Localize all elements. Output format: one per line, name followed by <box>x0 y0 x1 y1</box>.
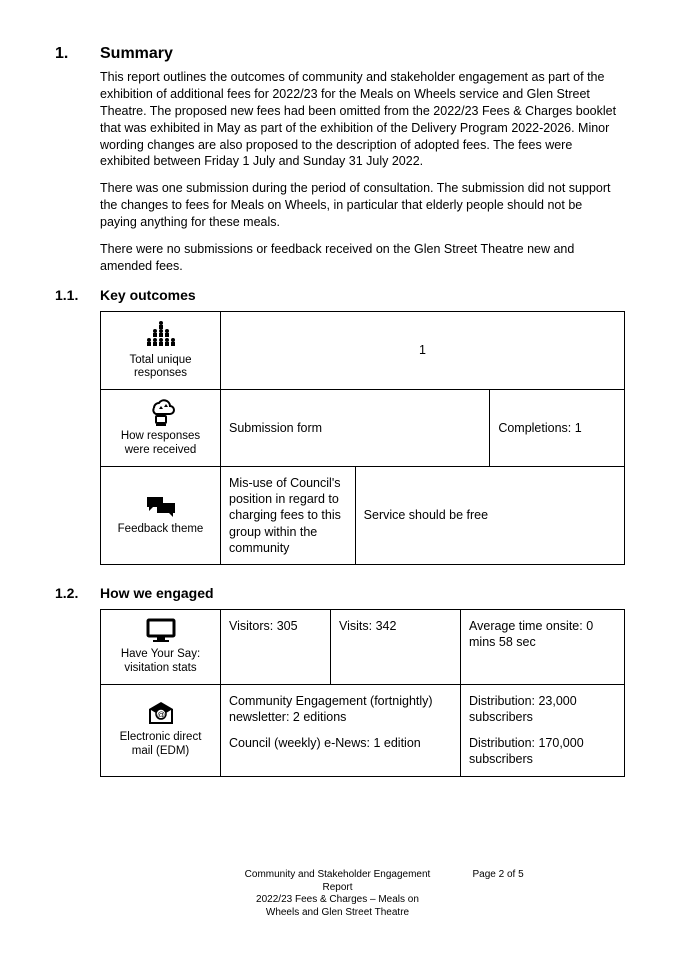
label-how-received: How responses were received <box>109 430 212 458</box>
how-we-engaged-table: Have Your Say: visitation stats Visitors… <box>100 609 625 777</box>
heading-1-2: 1.2. How we engaged <box>55 585 620 601</box>
cell-edm-dist-2: Distribution: 170,000 subscribers <box>469 735 616 768</box>
heading-1-num: 1. <box>55 45 100 63</box>
cloud-download-icon <box>144 398 178 426</box>
cell-theme-1: Mis-use of Council's position in regard … <box>221 466 356 564</box>
footer-line-1: Community and Stakeholder Engagement Rep… <box>245 869 431 893</box>
summary-para-3: There were no submissions or feedback re… <box>100 241 620 275</box>
heading-1-2-num: 1.2. <box>55 585 100 601</box>
label-cell-feedback-theme: Feedback theme <box>101 466 221 564</box>
footer-page-number: Page 2 of 5 <box>473 869 524 882</box>
summary-para-2: There was one submission during the peri… <box>100 180 620 231</box>
cell-edm-distribution: Distribution: 23,000 subscribers Distrib… <box>461 684 625 776</box>
monitor-icon <box>145 618 177 644</box>
heading-1-1: 1.1. Key outcomes <box>55 287 620 303</box>
page-footer: Community and Stakeholder Engagement Rep… <box>0 869 675 919</box>
label-cell-have-your-say: Have Your Say: visitation stats <box>101 610 221 685</box>
table-row: How responses were received Submission f… <box>101 390 625 467</box>
heading-1-text: Summary <box>100 45 173 63</box>
heading-1-1-text: Key outcomes <box>100 287 196 303</box>
cell-submission-form: Submission form <box>221 390 490 467</box>
cell-visitors: Visitors: 305 <box>221 610 331 685</box>
key-outcomes-table: Total unique responses 1 How responses w… <box>100 311 625 565</box>
cell-visits: Visits: 342 <box>331 610 461 685</box>
cell-edm-newsletters: Community Engagement (fortnightly) newsl… <box>221 684 461 776</box>
summary-para-1: This report outlines the outcomes of com… <box>100 69 620 170</box>
footer-line-2: 2022/23 Fees & Charges – Meals on Wheels… <box>256 894 419 918</box>
label-feedback-theme: Feedback theme <box>109 523 212 537</box>
table-row: Total unique responses 1 <box>101 311 625 390</box>
label-total-unique: Total unique responses <box>109 354 212 382</box>
cell-theme-2: Service should be free <box>355 466 624 564</box>
heading-1-2-text: How we engaged <box>100 585 214 601</box>
heading-1-1-num: 1.1. <box>55 287 100 303</box>
table-row: Feedback theme Mis-use of Council's posi… <box>101 466 625 564</box>
svg-text:@: @ <box>156 711 164 720</box>
cell-avg-time: Average time onsite: 0 mins 58 sec <box>461 610 625 685</box>
label-edm: Electronic direct mail (EDM) <box>109 731 212 759</box>
cell-edm-line-2: Council (weekly) e-News: 1 edition <box>229 735 452 751</box>
people-group-icon <box>143 320 179 350</box>
value-total-unique: 1 <box>221 311 625 390</box>
table-row: @ Electronic direct mail (EDM) Community… <box>101 684 625 776</box>
cell-edm-line-1: Community Engagement (fortnightly) newsl… <box>229 693 452 726</box>
label-cell-edm: @ Electronic direct mail (EDM) <box>101 684 221 776</box>
label-have-your-say: Have Your Say: visitation stats <box>109 648 212 676</box>
cell-completions: Completions: 1 <box>490 390 625 467</box>
label-cell-how-received: How responses were received <box>101 390 221 467</box>
heading-1: 1. Summary <box>55 45 620 63</box>
label-cell-total-unique: Total unique responses <box>101 311 221 390</box>
chat-bubbles-icon <box>145 495 177 519</box>
cell-edm-dist-1: Distribution: 23,000 subscribers <box>469 693 616 726</box>
table-row: Have Your Say: visitation stats Visitors… <box>101 610 625 685</box>
email-at-icon: @ <box>146 701 176 727</box>
